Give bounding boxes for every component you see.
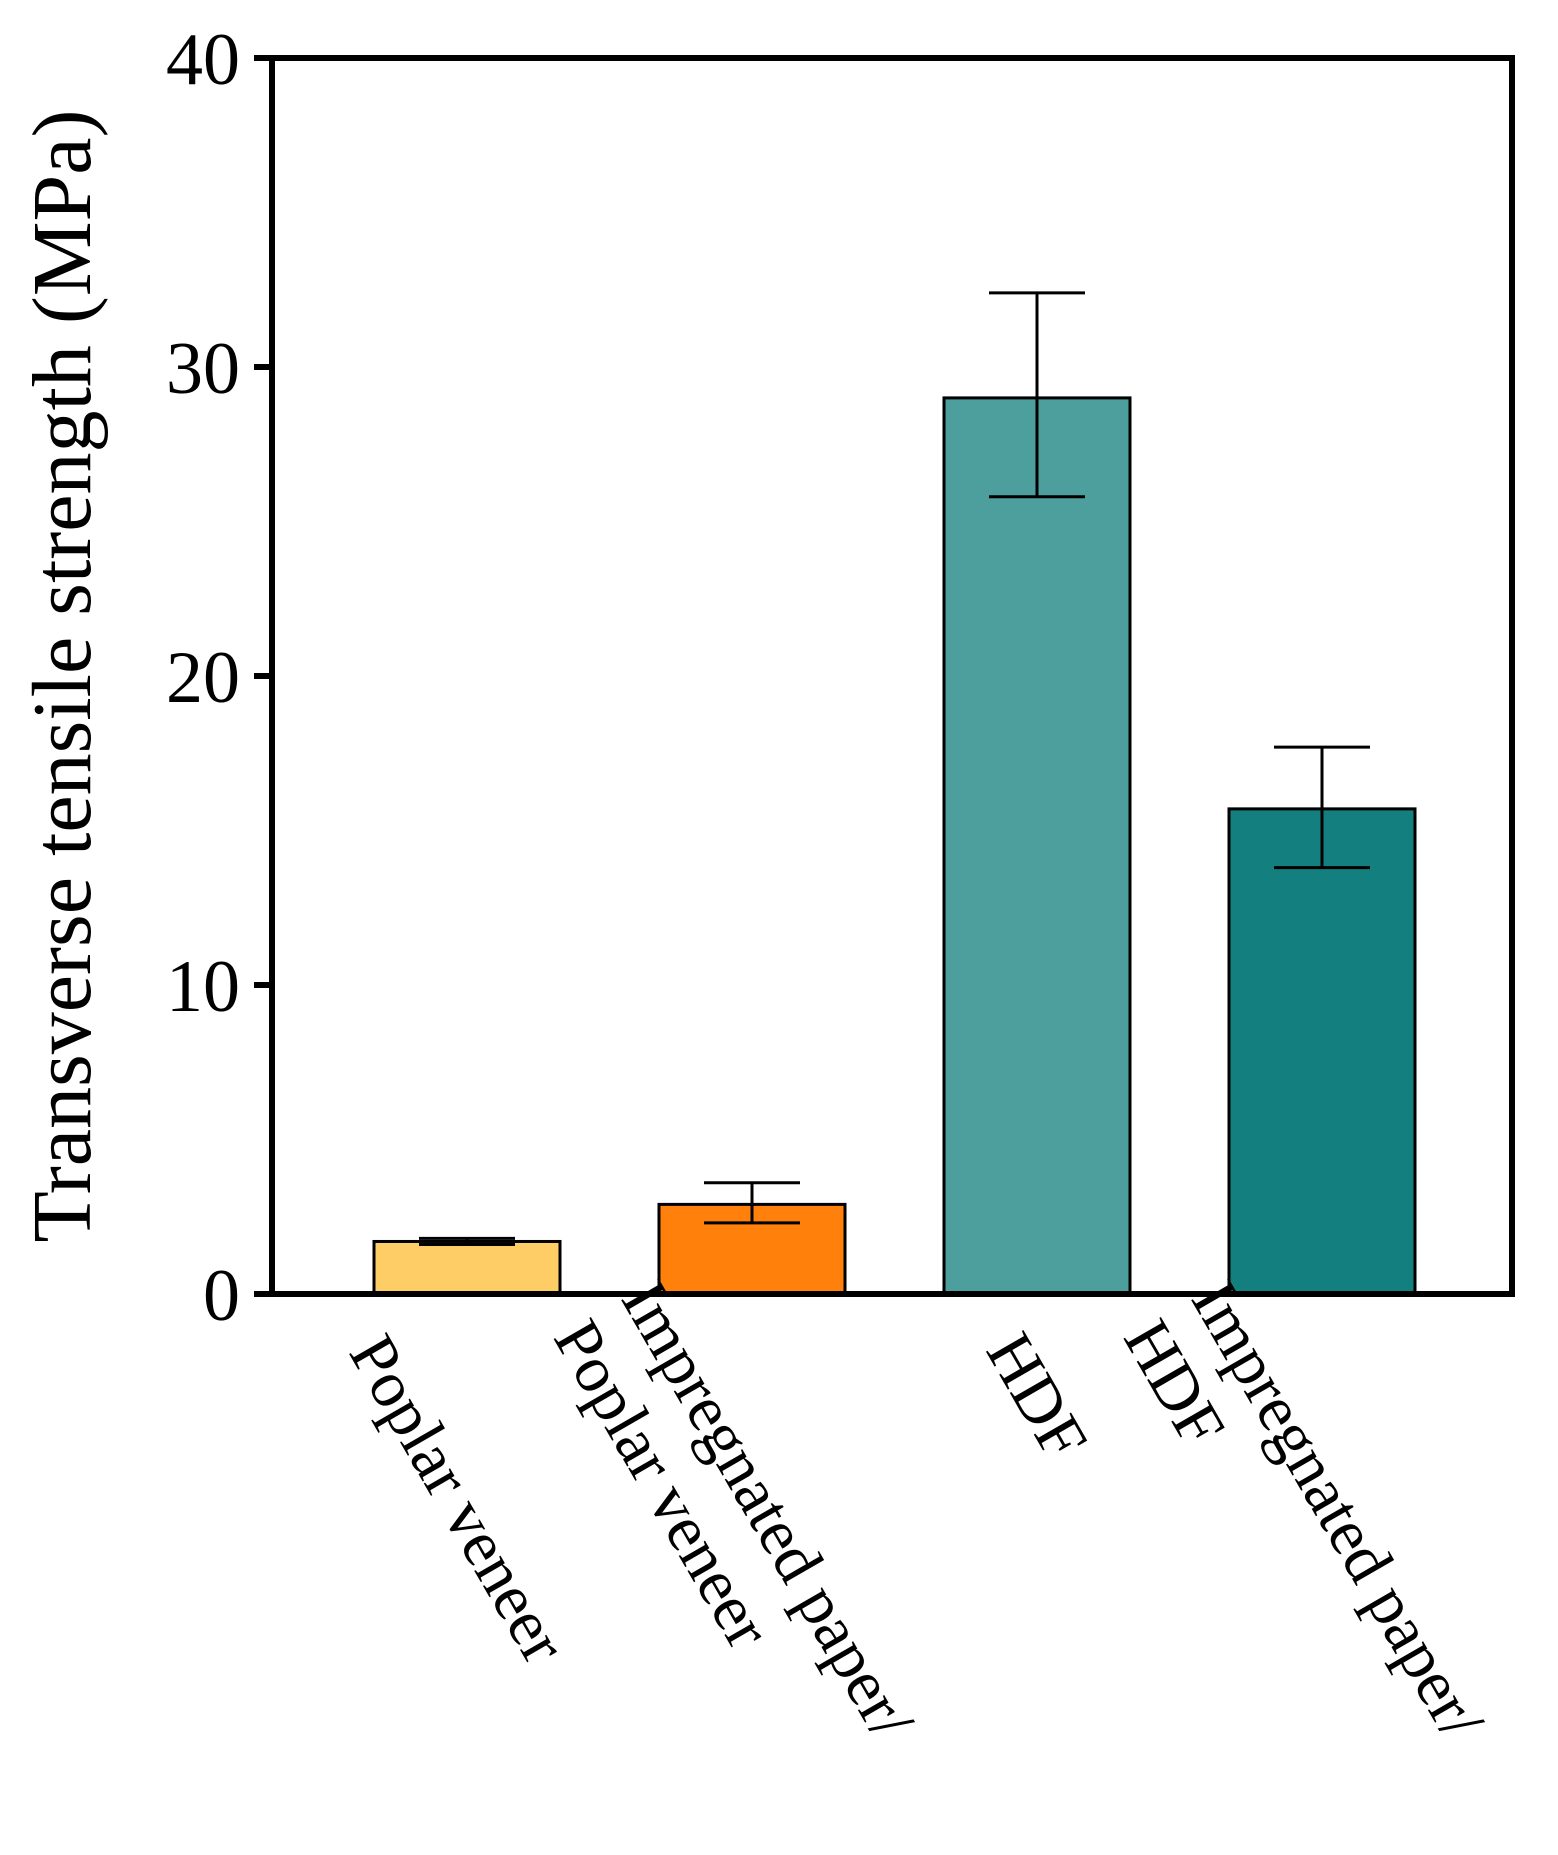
x-tick-label-1: Poplar veneer bbox=[335, 1323, 581, 1675]
bar-4 bbox=[1227, 807, 1417, 1296]
y-tick-label: 20 bbox=[166, 637, 240, 719]
y-tick-label: 30 bbox=[166, 328, 240, 410]
x-tick-label-4: Impregnated paper/HDF bbox=[1109, 1269, 1498, 1752]
bar-3 bbox=[942, 396, 1132, 1296]
error-bar-3 bbox=[989, 291, 1085, 499]
error-bar-1 bbox=[419, 1236, 515, 1247]
y-axis-title: Transverse tensile strength (MPa) bbox=[16, 109, 109, 1242]
error-bar-4 bbox=[1274, 745, 1370, 870]
y-tick-label: 40 bbox=[166, 19, 240, 101]
error-bars-layer bbox=[419, 291, 1370, 1247]
error-bar-2 bbox=[704, 1181, 800, 1225]
bar-1 bbox=[372, 1239, 562, 1296]
y-axis: 0 10 20 30 40 bbox=[166, 19, 272, 1337]
x-tick-label-3: HDF bbox=[972, 1321, 1101, 1472]
x-tick-label-line: Poplar veneer bbox=[335, 1323, 581, 1675]
x-axis: Poplar veneer Impregnated paper/Poplar ve… bbox=[335, 1269, 1498, 1752]
x-tick-label-line: Impregnated paper/ bbox=[1177, 1269, 1498, 1752]
y-tick-label: 10 bbox=[166, 946, 240, 1028]
y-tick-label: 0 bbox=[203, 1255, 240, 1337]
x-tick-label-line: HDF bbox=[972, 1321, 1101, 1472]
x-tick-label-2: Impregnated paper/Poplar veneer bbox=[539, 1269, 928, 1752]
bars-layer bbox=[372, 396, 1417, 1296]
